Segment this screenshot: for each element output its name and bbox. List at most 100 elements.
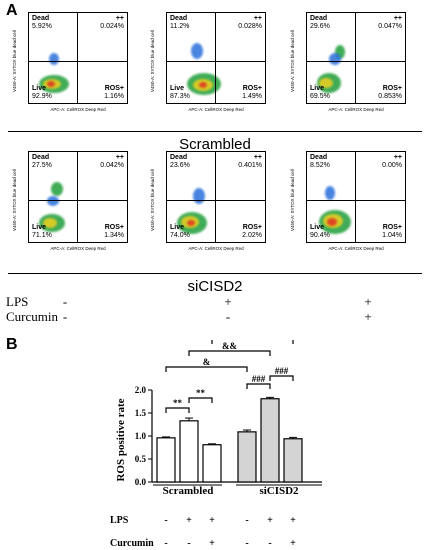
quadrant-live-label: Live 74.0%: [170, 224, 190, 239]
cell-population-cloud: [327, 218, 337, 226]
lps-label-b: LPS: [110, 515, 129, 526]
lps-sign: +: [186, 515, 192, 526]
quadrant-live-value: 92.9%: [32, 93, 52, 100]
cell-population-cloud: [51, 182, 63, 196]
flow-y-axis-label: V450-A: SYTOX blue dead cell: [12, 169, 17, 231]
curcumin-sign: +: [209, 538, 215, 549]
cell-population-cloud: [329, 53, 341, 65]
cell-population-cloud: [187, 220, 195, 226]
quadrant-pp-value: 0.401%: [238, 162, 262, 169]
quadrant-pp-value: 0.024%: [100, 23, 124, 30]
divider-sicisd2: [8, 273, 422, 274]
quadrant-ros-value: 0.853%: [378, 93, 402, 100]
flow-y-axis-label: V450-A: SYTOX blue dead cell: [150, 169, 155, 231]
significance-bracket: [188, 350, 271, 356]
quadrant-dead-value: 29.6%: [310, 23, 330, 30]
lps-sign-a-3: +: [364, 294, 372, 309]
quadrant-dead-value: 27.5%: [32, 162, 52, 169]
flow-x-axis-label: APC-A: CellROX Deep Red: [188, 246, 244, 251]
quadrant-live-label: Live 69.5%: [310, 85, 330, 100]
lps-sign-a-1: -: [62, 294, 68, 309]
cell-population-cloud: [47, 81, 55, 87]
curcumin-sign: +: [290, 538, 296, 549]
flow-plot-6: Dead 8.52% ++ 0.00% Live 90.4% ROS+ 1.04%: [306, 151, 406, 243]
flow-y-axis-label: V450-A: SYTOX blue dead cell: [290, 169, 295, 231]
lps-sign: +: [267, 515, 273, 526]
curcumin-sign: -: [164, 538, 167, 549]
significance-bracket: [165, 407, 190, 413]
quadrant-live-value: 69.5%: [310, 93, 330, 100]
quadrant-pp-value: 0.042%: [100, 162, 124, 169]
bar: [156, 437, 176, 483]
significance-bracket: [246, 383, 271, 389]
quadrant-dead-label: Dead 23.6%: [170, 154, 190, 169]
flow-plot-3: Dead 29.6% ++ 0.047% Live 69.5% ROS+ 0.853%: [306, 12, 406, 104]
curcumin-sign-a-3: +: [364, 309, 372, 324]
cell-population-cloud: [49, 53, 59, 65]
quadrant-pp-label: ++ 0.401%: [238, 154, 262, 169]
quadrant-gate-vertical: [355, 13, 356, 103]
curcumin-label-b: Curcumin: [110, 538, 154, 549]
curcumin-sign: -: [245, 538, 248, 549]
panel-b-label: B: [6, 336, 18, 353]
ros-bar-chart: ROS positive rate 0.0 0.5 1.0 1.5 2.0 - - + - + + -…: [110, 340, 322, 549]
bar: [283, 438, 303, 483]
quadrant-pp-value: 0.028%: [238, 23, 262, 30]
flow-y-axis-label: V450-A: SYTOX blue dead cell: [150, 30, 155, 92]
quadrant-gate-vertical: [77, 152, 78, 242]
quadrant-ros-value: 1.34%: [104, 232, 124, 239]
quadrant-live-label: Live 71.1%: [32, 224, 52, 239]
bar: [179, 420, 199, 483]
significance-label: ###: [252, 374, 266, 384]
quadrant-ros-label: ROS+ 0.853%: [378, 85, 402, 100]
quadrant-live-value: 74.0%: [170, 232, 190, 239]
quadrant-live-label: Live 92.9%: [32, 85, 52, 100]
quadrant-gate-horizontal: [167, 61, 265, 62]
flow-plot-1: Dead 5.92% ++ 0.024% Live 92.9% ROS+ 1.16%: [28, 12, 128, 104]
y-axis-label: ROS positive rate: [115, 398, 127, 481]
quadrant-dead-label: Dead 11.2%: [170, 15, 190, 30]
flow-y-axis-label: V450-A: SYTOX blue dead cell: [12, 30, 17, 92]
lps-sign: -: [245, 515, 248, 526]
flow-plot-2: Dead 11.2% ++ 0.028% Live 87.3% ROS+ 1.49%: [166, 12, 266, 104]
cell-population-cloud: [335, 45, 345, 59]
quadrant-pp-value: 0.00%: [382, 162, 402, 169]
cell-population-cloud: [43, 218, 57, 228]
flow-x-axis-label: APC-A: CellROX Deep Red: [328, 246, 384, 251]
curcumin-sign: -: [187, 538, 190, 549]
cell-population-cloud: [319, 78, 333, 88]
quadrant-live-value: 71.1%: [32, 232, 52, 239]
significance-label: **: [173, 398, 183, 408]
quadrant-pp-value: 0.047%: [378, 23, 402, 30]
group-label-sicisd2-b: siCISD2: [259, 485, 299, 497]
quadrant-gate-horizontal: [307, 61, 405, 62]
curcumin-sign-a-1: -: [62, 309, 68, 324]
quadrant-ros-label: ROS+ 1.04%: [382, 224, 402, 239]
quadrant-gate-vertical: [215, 152, 216, 242]
curcumin-sign-a-2: -: [225, 309, 231, 324]
quadrant-gate-horizontal: [29, 200, 127, 201]
lps-sign: +: [290, 515, 296, 526]
flow-x-axis-label: APC-A: CellROX Deep Red: [50, 107, 106, 112]
quadrant-dead-value: 8.52%: [310, 162, 330, 169]
quadrant-dead-label: Dead 8.52%: [310, 154, 330, 169]
quadrant-pp-label: ++ 0.047%: [378, 15, 402, 30]
cell-population-cloud: [193, 188, 205, 204]
quadrant-dead-label: Dead 29.6%: [310, 15, 330, 30]
quadrant-ros-value: 2.02%: [242, 232, 262, 239]
y-tick-label: 1.5: [135, 408, 147, 418]
lps-sign: +: [209, 515, 215, 526]
lps-sign-a-2: +: [224, 294, 232, 309]
flow-plot-5: Dead 23.6% ++ 0.401% Live 74.0% ROS+ 2.02%: [166, 151, 266, 243]
quadrant-live-label: Live 90.4%: [310, 224, 330, 239]
quadrant-pp-label: ++ 0.042%: [100, 154, 124, 169]
quadrant-ros-label: ROS+ 1.16%: [104, 85, 124, 100]
significance-label: &: [203, 357, 211, 367]
flow-x-axis-label: APC-A: CellROX Deep Red: [50, 246, 106, 251]
flow-plot-4: Dead 27.5% ++ 0.042% Live 71.1% ROS+ 1.34%: [28, 151, 128, 243]
flow-x-axis-label: APC-A: CellROX Deep Red: [188, 107, 244, 112]
significance-bracket: [165, 366, 248, 372]
lps-label-a: LPS: [6, 294, 29, 309]
bar: [202, 444, 222, 483]
quadrant-gate-vertical: [77, 13, 78, 103]
